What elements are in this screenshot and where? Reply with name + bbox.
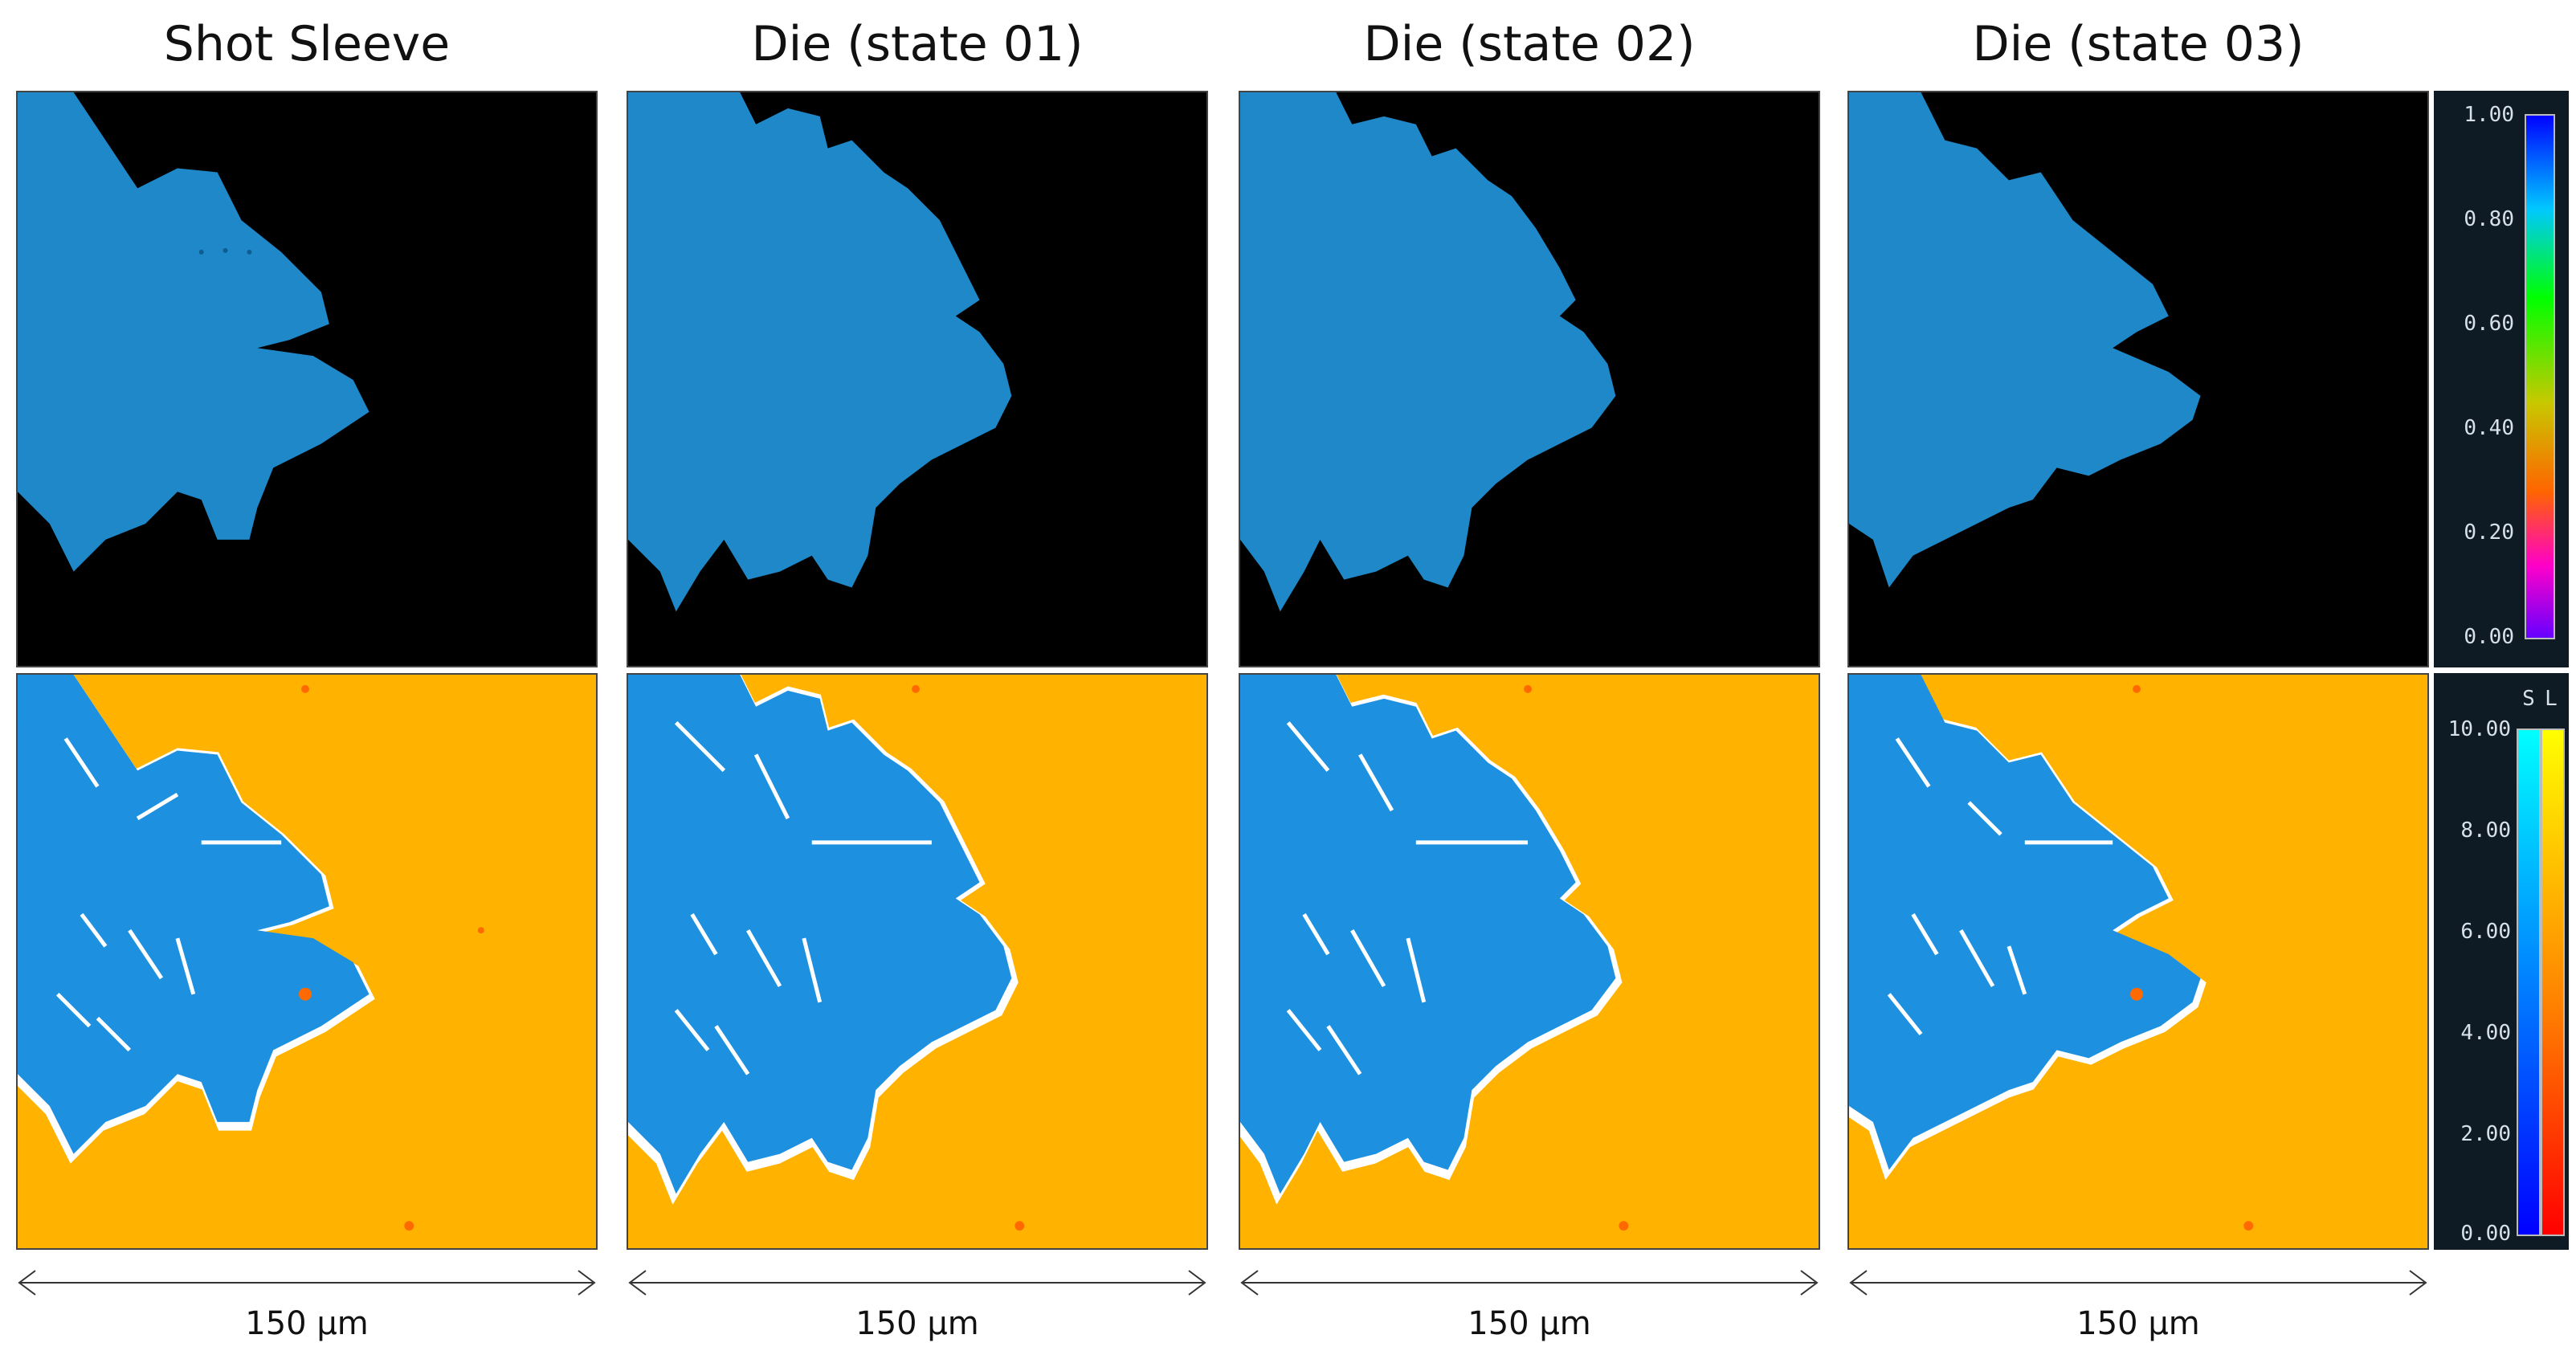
legend-header-s: S <box>2522 687 2535 711</box>
tick-label: 0.00 <box>2460 1222 2511 1246</box>
column-title-shot-sleeve: Shot Sleeve <box>163 16 451 72</box>
column-title-die-state-03: Die (state 03) <box>1972 16 2305 72</box>
scale-label: 150 µm <box>1468 1305 1591 1342</box>
phase-panel-shot-sleeve <box>16 91 598 667</box>
dendrite-image <box>18 92 369 572</box>
tick-label: 6.00 <box>2460 920 2511 944</box>
sl-panel-die-state-03 <box>1847 673 2429 1250</box>
phase-panel-die-state-03 <box>1847 91 2429 667</box>
dendrite-image <box>1849 92 2201 588</box>
sl-panel-die-state-01 <box>627 673 1208 1250</box>
phase-panel-die-state-02 <box>1239 91 1820 667</box>
dendrite-image <box>628 92 1012 612</box>
tick-label: 0.20 <box>2464 520 2514 545</box>
column-title-die-state-01: Die (state 01) <box>751 16 1084 72</box>
scale-label: 150 µm <box>855 1305 979 1342</box>
tick-label: 0.40 <box>2464 416 2514 440</box>
sl-map-image <box>628 675 1025 1231</box>
scale-arrow <box>1847 1263 2429 1303</box>
sl-color-legend: S L 10.00 8.00 6.00 4.00 2.00 0.00 <box>2434 673 2569 1250</box>
color-bar-s <box>2517 729 2541 1236</box>
color-bar <box>2525 114 2555 639</box>
tick-label: 4.00 <box>2460 1021 2511 1045</box>
sl-map-image <box>1240 675 1629 1231</box>
tick-label: 0.60 <box>2464 312 2514 336</box>
sl-map-image <box>18 675 484 1231</box>
tick-label: 2.00 <box>2460 1122 2511 1146</box>
tick-label: 1.00 <box>2464 103 2514 127</box>
tick-label: 10.00 <box>2448 717 2511 741</box>
tick-label: 0.00 <box>2464 625 2514 649</box>
scale-label: 150 µm <box>2076 1305 2200 1342</box>
color-bar-l <box>2541 729 2565 1236</box>
column-title-die-state-02: Die (state 02) <box>1363 16 1696 72</box>
scale-arrow <box>1239 1263 1820 1303</box>
phase-color-legend: 1.00 0.80 0.60 0.40 0.20 0.00 <box>2434 91 2569 667</box>
phase-panel-die-state-01 <box>627 91 1208 667</box>
sl-panel-shot-sleeve <box>16 673 598 1250</box>
legend-header-l: L <box>2545 687 2558 711</box>
dendrite-image <box>1240 92 1616 612</box>
sl-panel-die-state-02 <box>1239 673 1820 1250</box>
scale-label: 150 µm <box>245 1305 369 1342</box>
scale-arrow <box>16 1263 598 1303</box>
scale-arrow <box>627 1263 1208 1303</box>
tick-label: 0.80 <box>2464 207 2514 231</box>
sl-map-image <box>1849 675 2254 1231</box>
tick-label: 8.00 <box>2460 818 2511 843</box>
